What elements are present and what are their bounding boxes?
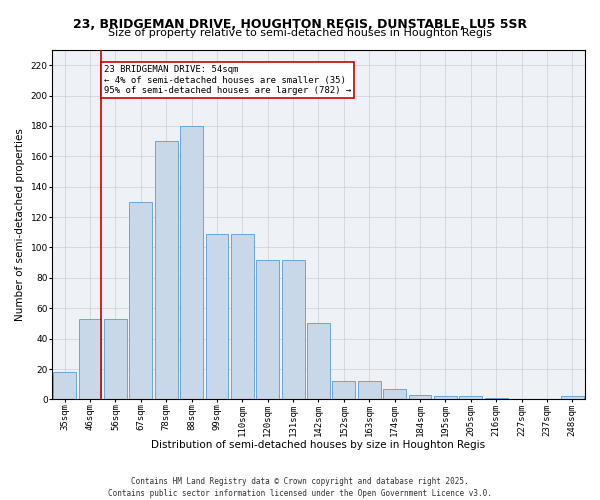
Bar: [180, 126, 203, 400]
Bar: [281, 260, 305, 400]
Bar: [53, 372, 76, 400]
Bar: [256, 260, 279, 400]
Bar: [332, 381, 355, 400]
Bar: [485, 398, 508, 400]
Bar: [307, 324, 330, 400]
Text: Contains HM Land Registry data © Crown copyright and database right 2025.
Contai: Contains HM Land Registry data © Crown c…: [108, 476, 492, 498]
Y-axis label: Number of semi-detached properties: Number of semi-detached properties: [15, 128, 25, 321]
Bar: [358, 381, 380, 400]
Bar: [130, 202, 152, 400]
Bar: [409, 395, 431, 400]
Bar: [460, 396, 482, 400]
Bar: [561, 396, 584, 400]
Bar: [79, 319, 101, 400]
Bar: [231, 234, 254, 400]
Bar: [104, 319, 127, 400]
Text: Size of property relative to semi-detached houses in Houghton Regis: Size of property relative to semi-detach…: [108, 28, 492, 38]
Bar: [434, 396, 457, 400]
Bar: [206, 234, 229, 400]
Text: 23, BRIDGEMAN DRIVE, HOUGHTON REGIS, DUNSTABLE, LU5 5SR: 23, BRIDGEMAN DRIVE, HOUGHTON REGIS, DUN…: [73, 18, 527, 30]
X-axis label: Distribution of semi-detached houses by size in Houghton Regis: Distribution of semi-detached houses by …: [151, 440, 485, 450]
Bar: [155, 141, 178, 400]
Text: 23 BRIDGEMAN DRIVE: 54sqm
← 4% of semi-detached houses are smaller (35)
95% of s: 23 BRIDGEMAN DRIVE: 54sqm ← 4% of semi-d…: [104, 65, 351, 95]
Bar: [383, 389, 406, 400]
